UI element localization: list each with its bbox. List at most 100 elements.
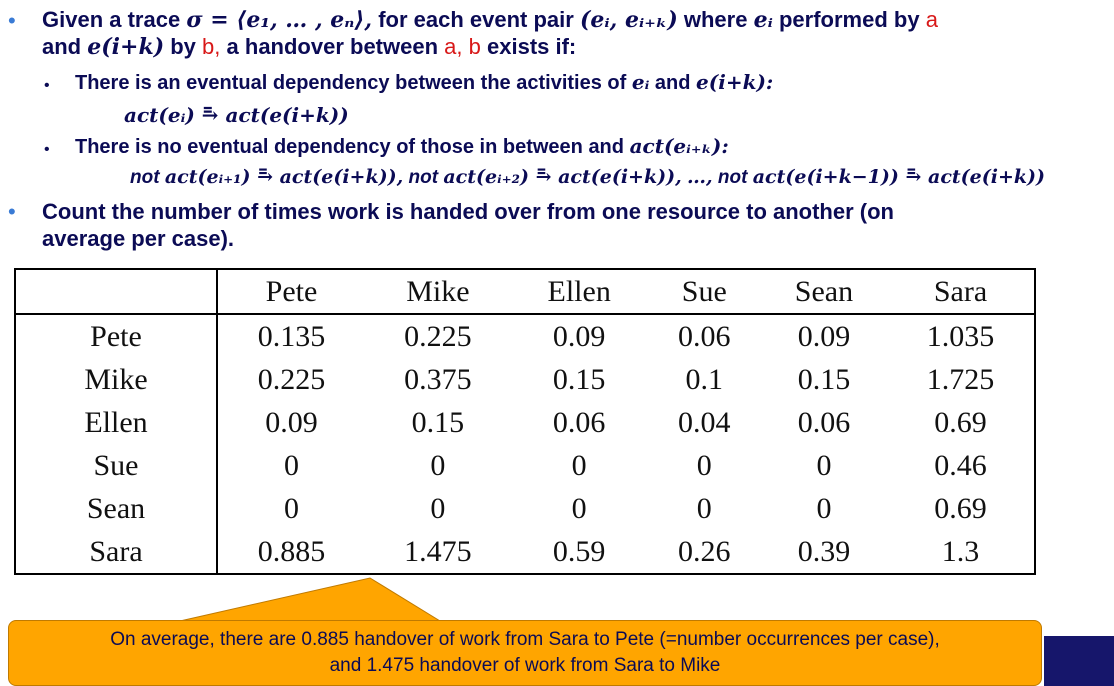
table-cell: 0 [430,449,446,482]
bullet-1-text: by [170,34,196,59]
row-header: Mike [15,358,218,401]
bullet-1-text: for each event pair [378,7,574,32]
table-cell: 0.375 [404,363,472,396]
row-header: Pete [15,314,218,358]
table-cell: 0 [571,492,587,525]
bullet-3-line-1: Count the number of times work is handed… [42,199,894,224]
table-corner-cell [15,269,218,314]
table-cell: 0.15 [411,406,465,439]
table-row: Sean 0 0 0 0 0 0.69 [15,487,1035,530]
bullet-1-text: and [42,34,82,59]
navy-corner-block [1044,636,1114,686]
sub-bullet-dot: • [44,141,50,158]
table-cell: 0.225 [257,363,326,396]
annotation-callout: On average, there are 0.885 handover of … [8,620,1042,686]
table-cell: 0 [696,449,712,482]
table-cell: 0 [283,449,299,482]
event-symbol: eᵢ [753,7,773,33]
table-cell: 0.06 [678,320,731,353]
table-cell: 0 [571,449,587,482]
column-header: Sean [794,275,854,308]
bullet-1-text: a handover between [226,34,439,59]
bullet-1-line-2: and e(i+k) by b, a handover between a, b… [42,34,576,60]
handover-matrix-table: Pete Mike Ellen Sue Sean Sara Pete 0.135… [14,268,1036,575]
table-cell: 1.725 [926,363,995,396]
not-keyword: not [130,167,160,188]
table-cell: 0.09 [552,320,606,353]
table-header-row: Pete Mike Ellen Sue Sean Sara [15,269,1035,314]
event-symbol: e(i+k) [87,34,165,60]
event-symbol: act(eᵢ₊ₖ): [629,134,729,158]
bullet-1-text: performed by [778,7,920,32]
table-cell: 0.04 [678,406,731,439]
table-cell: 0.59 [552,535,606,568]
table-cell: 0.09 [265,406,318,439]
table-cell: 0.69 [934,492,987,525]
table-cell: 0 [816,492,832,525]
not-keyword: not [717,167,748,188]
row-header: Sue [15,444,218,487]
formula-term: act(eᵢ₊₂) ⥱ act(e(i+k)), [443,166,682,188]
sub-bullet-2-text: There is no eventual dependency of those… [75,136,624,158]
table-cell: 0.135 [257,320,326,353]
callout-line-2: and 1.475 handover of work from Sara to … [329,655,721,676]
table-row: Sara 0.885 1.475 0.59 0.26 0.39 1.3 [15,530,1035,574]
column-header: Sara [933,275,988,308]
bullet-dot: • [8,199,16,224]
table-cell: 1.475 [404,535,472,568]
table-cell: 0 [696,492,712,525]
column-header: Sue [681,275,727,308]
bullet-1-text: where [683,7,748,32]
column-header: Pete [265,275,318,308]
table-cell: 0.69 [934,406,987,439]
column-header: Mike [406,275,470,308]
resource-a-symbol: a [925,7,938,32]
formula-term: act(e(i+k−1)) ⥱ act(e(i+k)) [752,166,1046,188]
table-cell: 0.885 [257,535,326,568]
event-pair-formula: (eᵢ, eᵢ₊ₖ) [579,7,678,33]
bullet-dot: • [8,8,16,33]
ellipsis: …, [687,166,713,188]
sub-bullet-1-text: There is an eventual dependency between … [75,72,627,94]
row-header: Sean [15,487,218,530]
table-row: Mike 0.225 0.375 0.15 0.1 0.15 1.725 [15,358,1035,401]
table-cell: 0.26 [678,535,731,568]
table-row: Ellen 0.09 0.15 0.06 0.04 0.06 0.69 [15,401,1035,444]
table-cell: 0.225 [404,320,472,353]
dependency-formula: act(eᵢ) ⥱ act(e(i+k)) [124,103,349,127]
no-dependency-formula: not act(eᵢ₊₁) ⥱ act(e(i+k)), not act(eᵢ₊… [130,166,1045,189]
row-header: Ellen [15,401,218,444]
not-keyword: not [408,167,439,188]
table-cell: 0.09 [797,320,851,353]
bullet-1-text: Given a trace [42,7,181,32]
sub-bullet-dot: • [44,77,50,94]
table-row: Pete 0.135 0.225 0.09 0.06 0.09 1.035 [15,314,1035,358]
event-symbol: eᵢ [631,70,650,94]
resource-b-symbol: b, [202,34,221,59]
sub-bullet-1: There is an eventual dependency between … [75,70,773,95]
table-cell: 0.39 [797,535,851,568]
table-cell: 0.15 [552,363,606,396]
table-cell: 0.1 [685,363,724,396]
table-cell: 0.46 [934,449,987,482]
row-header: Sara [15,530,218,574]
sub-bullet-1-text: and [654,72,691,94]
resource-ab-symbol: a, b [444,34,481,59]
callout-line-1: On average, there are 0.885 handover of … [110,629,940,650]
bullet-1-line-1: Given a trace σ = ⟨e₁, … , eₙ⟩, for each… [42,7,938,33]
table-row: Sue 0 0 0 0 0 0.46 [15,444,1035,487]
table-cell: 0.06 [797,406,851,439]
table-cell: 0 [430,492,446,525]
table-cell: 0.06 [552,406,606,439]
column-header: Ellen [547,275,611,308]
table-cell: 1.035 [926,320,995,353]
bullet-1-text: exists if: [487,34,577,59]
table-cell: 0 [283,492,299,525]
table-cell: 1.3 [941,535,980,568]
bullet-3-line-2: average per case). [42,226,235,251]
event-symbol: e(i+k): [696,70,774,94]
table-cell: 0 [816,449,832,482]
sub-bullet-2: There is no eventual dependency of those… [75,134,729,159]
trace-formula: σ = ⟨e₁, … , eₙ⟩, [186,7,373,33]
formula-term: act(eᵢ₊₁) ⥱ act(e(i+k)), [164,166,404,188]
